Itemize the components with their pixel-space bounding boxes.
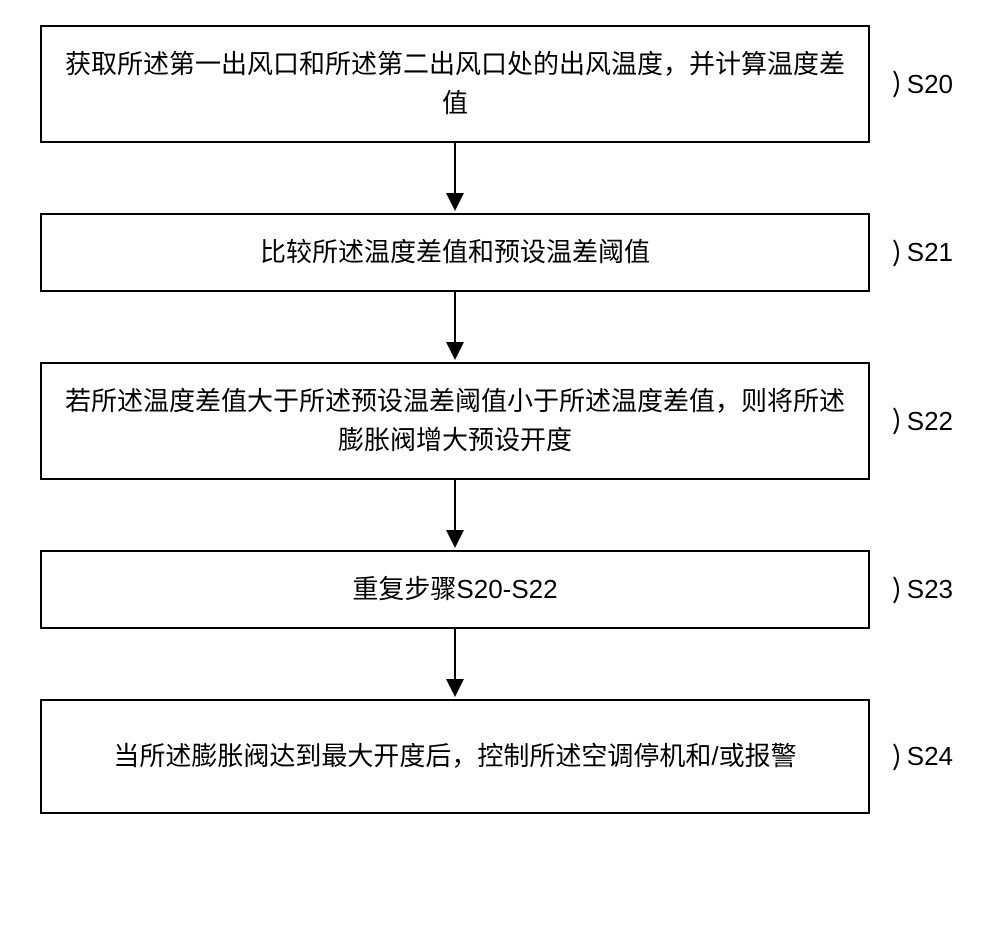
- step-label-s24: S24: [907, 737, 953, 776]
- arrow-connector: [40, 143, 870, 213]
- step-id: S23: [907, 570, 953, 609]
- arrow-line: [454, 629, 456, 684]
- step-label-s23: S23: [907, 570, 953, 609]
- arrow-line: [454, 292, 456, 347]
- arrow-connector: [40, 480, 870, 550]
- step-box-s24: 当所述膨胀阀达到最大开度后，控制所述空调停机和/或报警 S24: [40, 699, 870, 814]
- connector-curve: [892, 742, 912, 772]
- step-text: 若所述温度差值大于所述预设温差阈值小于所述温度差值，则将所述膨胀阀增大预设开度: [62, 382, 848, 460]
- connector-curve: [892, 69, 912, 99]
- step-label-s21: S21: [907, 233, 953, 272]
- connector-curve: [892, 406, 912, 436]
- arrow-head-icon: [446, 342, 464, 360]
- arrow-connector: [40, 292, 870, 362]
- step-text: 当所述膨胀阀达到最大开度后，控制所述空调停机和/或报警: [113, 737, 796, 776]
- step-box-s22: 若所述温度差值大于所述预设温差阈值小于所述温度差值，则将所述膨胀阀增大预设开度 …: [40, 362, 870, 480]
- step-id: S24: [907, 737, 953, 776]
- step-box-s21: 比较所述温度差值和预设温差阈值 S21: [40, 213, 870, 292]
- arrow-line: [454, 480, 456, 535]
- flowchart-container: 获取所述第一出风口和所述第二出风口处的出风温度，并计算温度差值 S20 比较所述…: [40, 25, 960, 814]
- step-id: S22: [907, 402, 953, 441]
- step-text: 比较所述温度差值和预设温差阈值: [260, 233, 650, 272]
- step-text: 重复步骤S20-S22: [352, 570, 557, 609]
- arrow-connector: [40, 629, 870, 699]
- step-id: S20: [907, 65, 953, 104]
- step-box-s20: 获取所述第一出风口和所述第二出风口处的出风温度，并计算温度差值 S20: [40, 25, 870, 143]
- connector-curve: [892, 238, 912, 268]
- step-box-s23: 重复步骤S20-S22 S23: [40, 550, 870, 629]
- arrow-head-icon: [446, 530, 464, 548]
- step-text: 获取所述第一出风口和所述第二出风口处的出风温度，并计算温度差值: [62, 45, 848, 123]
- arrow-head-icon: [446, 679, 464, 697]
- step-id: S21: [907, 233, 953, 272]
- step-label-s20: S20: [907, 65, 953, 104]
- step-label-s22: S22: [907, 402, 953, 441]
- connector-curve: [892, 575, 912, 605]
- arrow-head-icon: [446, 193, 464, 211]
- arrow-line: [454, 143, 456, 198]
